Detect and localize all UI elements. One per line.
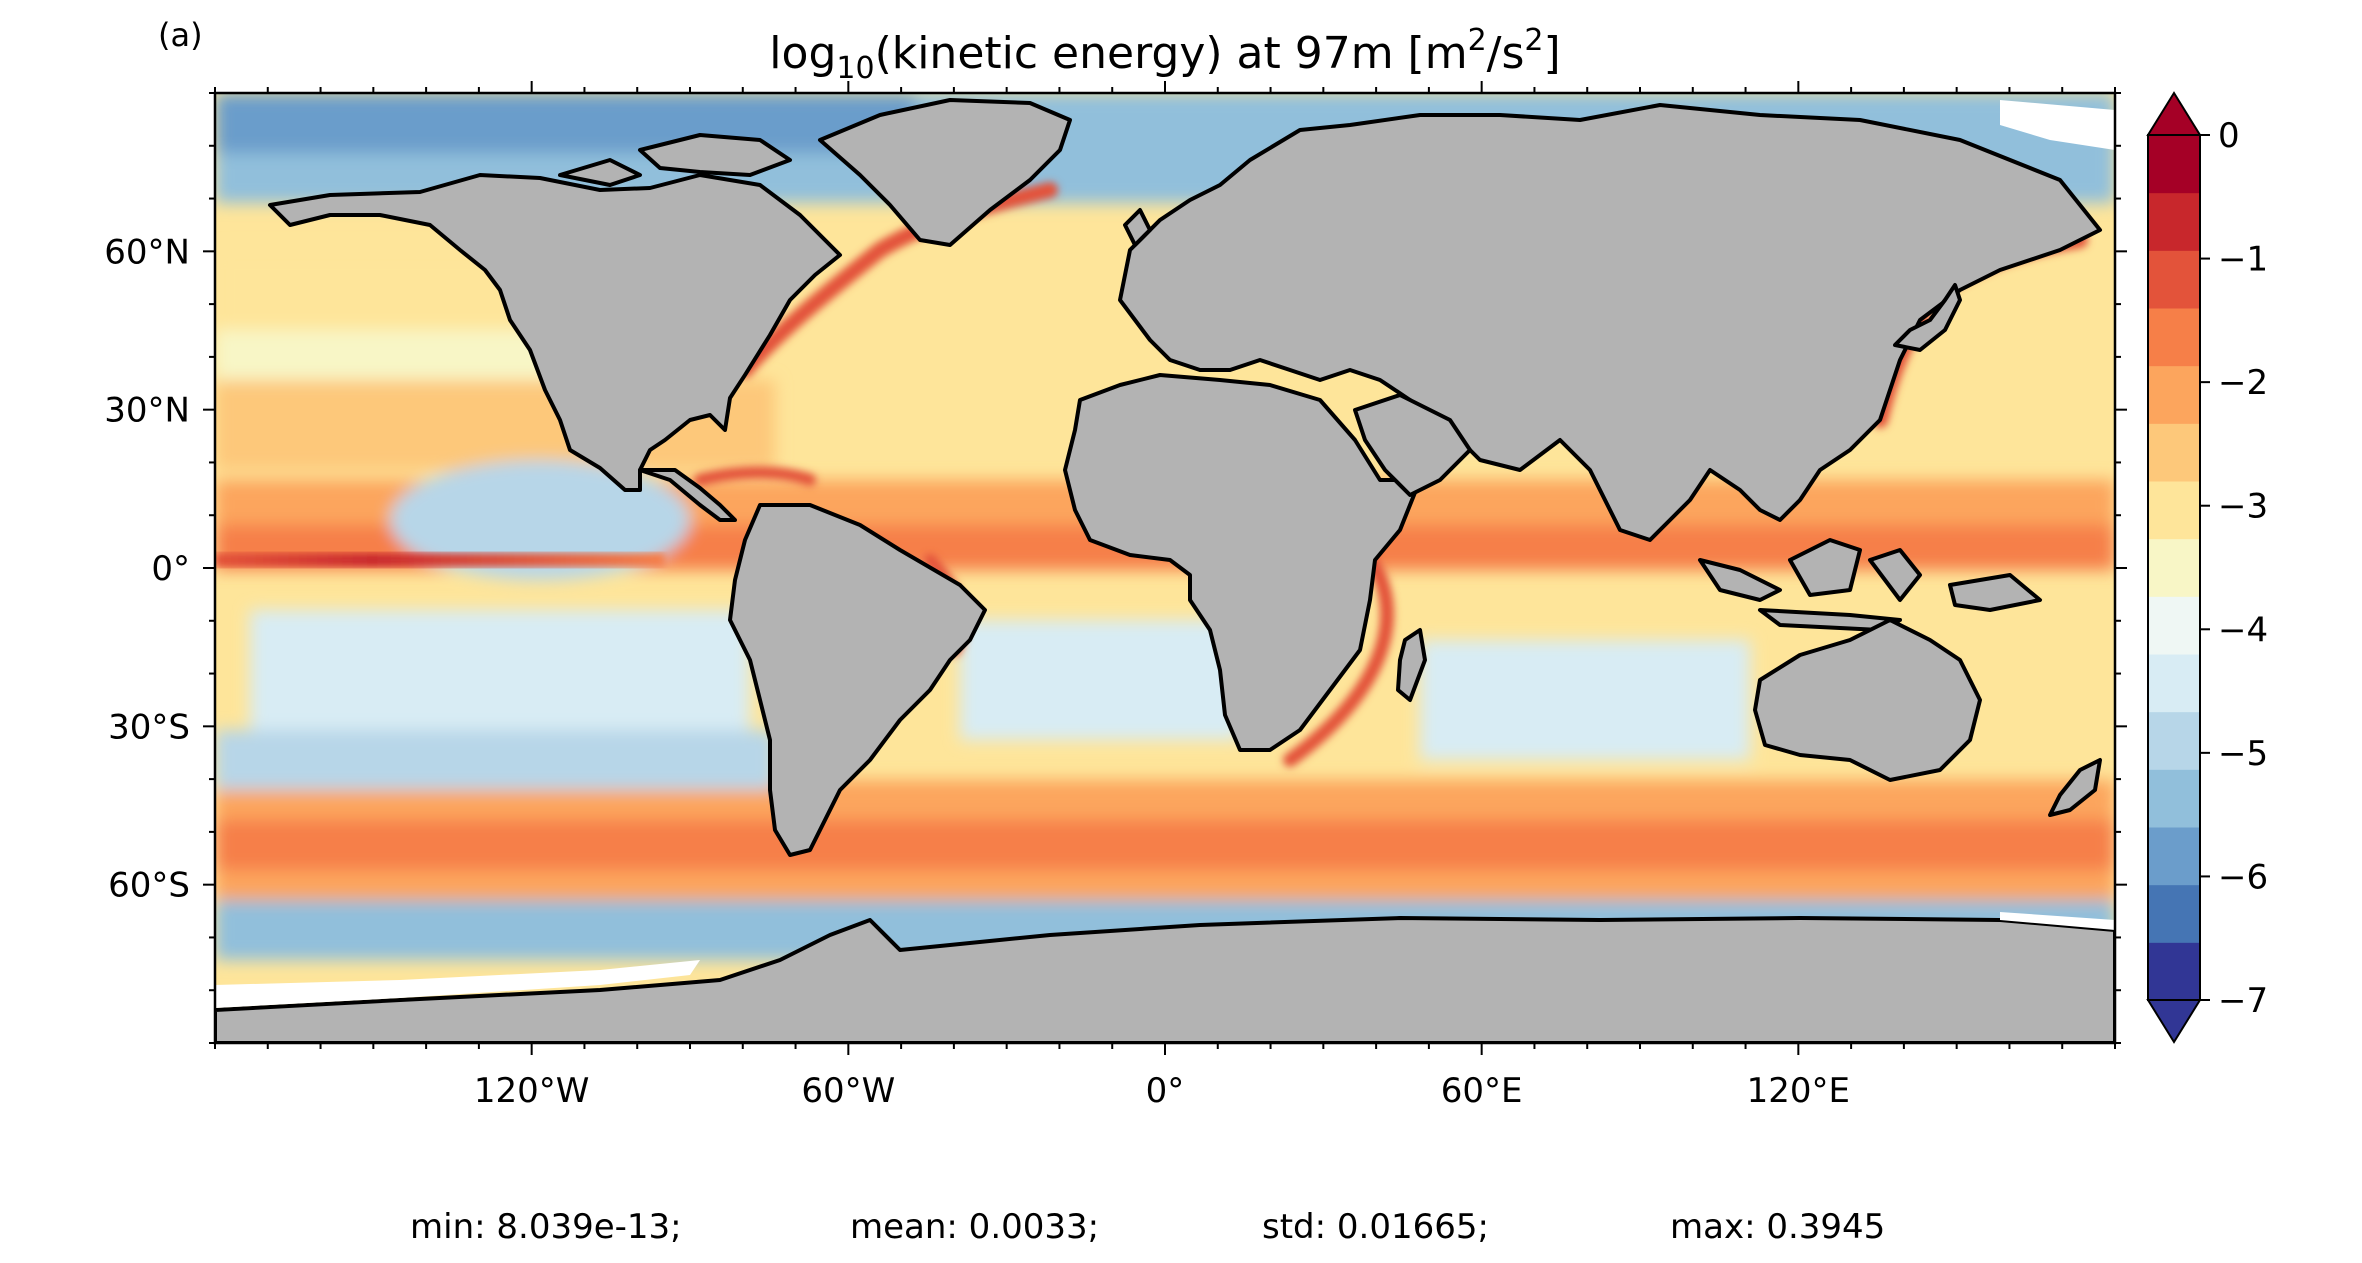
lon-tick-label: 120°W [474, 1071, 590, 1111]
colorbar-segment [2148, 942, 2200, 1001]
colorbar-tick-label: −5 [2218, 734, 2268, 774]
panel-label: (a) [158, 16, 203, 54]
stat-std: std: 0.01665; [1262, 1207, 1489, 1247]
land-japan [1893, 283, 1962, 352]
colorbar-tick-label: −3 [2218, 487, 2268, 527]
land-central-america [638, 468, 737, 522]
land-antarctica [215, 916, 2115, 1043]
land [215, 98, 2115, 1043]
land-british-isles [1123, 208, 1152, 247]
colorbar-extend-min [2146, 999, 2202, 1044]
map-title: log10(kinetic energy) at 97m [m2/s2] [769, 23, 1560, 86]
colorbar-tick-label: −4 [2218, 610, 2268, 650]
land-north-america [268, 173, 842, 492]
colorbar-segment [2148, 769, 2200, 828]
colorbar-segment [2148, 538, 2200, 597]
land-south-america [728, 503, 987, 857]
stat-max: max: 0.3945 [1670, 1207, 1885, 1247]
lon-tick-label: 60°W [801, 1071, 895, 1111]
colorbar-tick-label: −2 [2218, 363, 2268, 403]
equatorial-jet [215, 553, 665, 567]
stat-mean: mean: 0.0033; [850, 1207, 1099, 1247]
colorbar-segment [2148, 423, 2200, 482]
land-arabia [1353, 393, 1472, 497]
colorbar-segment [2148, 827, 2200, 886]
colorbar-segment [2148, 135, 2200, 194]
latitude-axis: 60°N 30°N 0° 30°S 60°S [104, 92, 2127, 1044]
lat-tick-label: 60°S [108, 866, 190, 906]
colorbar-segment [2148, 711, 2200, 770]
map-plot [215, 93, 2115, 1043]
colorbar-segment [2148, 596, 2200, 655]
lon-tick-label: 120°E [1747, 1071, 1850, 1111]
stat-min: min: 8.039e-13; [410, 1207, 682, 1247]
colorbar-tick-label: −7 [2218, 981, 2268, 1021]
colorbar-frame [2147, 134, 2201, 1001]
land-maritime-continent [1698, 558, 1782, 602]
colorbar-tick-label: 0 [2218, 116, 2240, 156]
land-africa [1063, 373, 1422, 752]
land-eurasia [1118, 103, 2102, 542]
colorbar-segment [2148, 884, 2200, 943]
colorbar-segment [2148, 308, 2200, 367]
colorbar-segment [2148, 481, 2200, 540]
sea-ice [215, 100, 2115, 1008]
colorbar: 0 −1 −2 −3 −4 −5 −6 −7 [2146, 91, 2268, 1044]
colorbar-segment [2148, 654, 2200, 713]
colorbar-segment [2148, 365, 2200, 424]
lat-tick-label: 30°N [104, 391, 190, 431]
lat-tick-label: 30°S [108, 707, 190, 747]
colorbar-segment [2148, 192, 2200, 251]
colorbar-segment [2148, 250, 2200, 309]
land-australia [1753, 618, 1982, 782]
land-greenland [818, 98, 1072, 247]
colorbar-tick-label: −6 [2218, 857, 2268, 897]
stats-line: min: 8.039e-13; mean: 0.0033; std: 0.016… [410, 1207, 1885, 1247]
lon-tick-label: 60°E [1441, 1071, 1523, 1111]
land-new-zealand [2048, 758, 2102, 817]
lon-tick-label: 0° [1146, 1071, 1185, 1111]
land-madagascar [1396, 628, 1427, 702]
land-arctic-islands [638, 133, 792, 177]
lat-tick-label: 0° [151, 549, 190, 589]
colorbar-tick-label: −1 [2218, 240, 2268, 280]
colorbar-extend-max [2146, 91, 2202, 136]
lat-tick-label: 60°N [104, 232, 190, 272]
longitude-axis: 120°W 60°W 0° 60°E 120°E [214, 81, 2116, 1111]
